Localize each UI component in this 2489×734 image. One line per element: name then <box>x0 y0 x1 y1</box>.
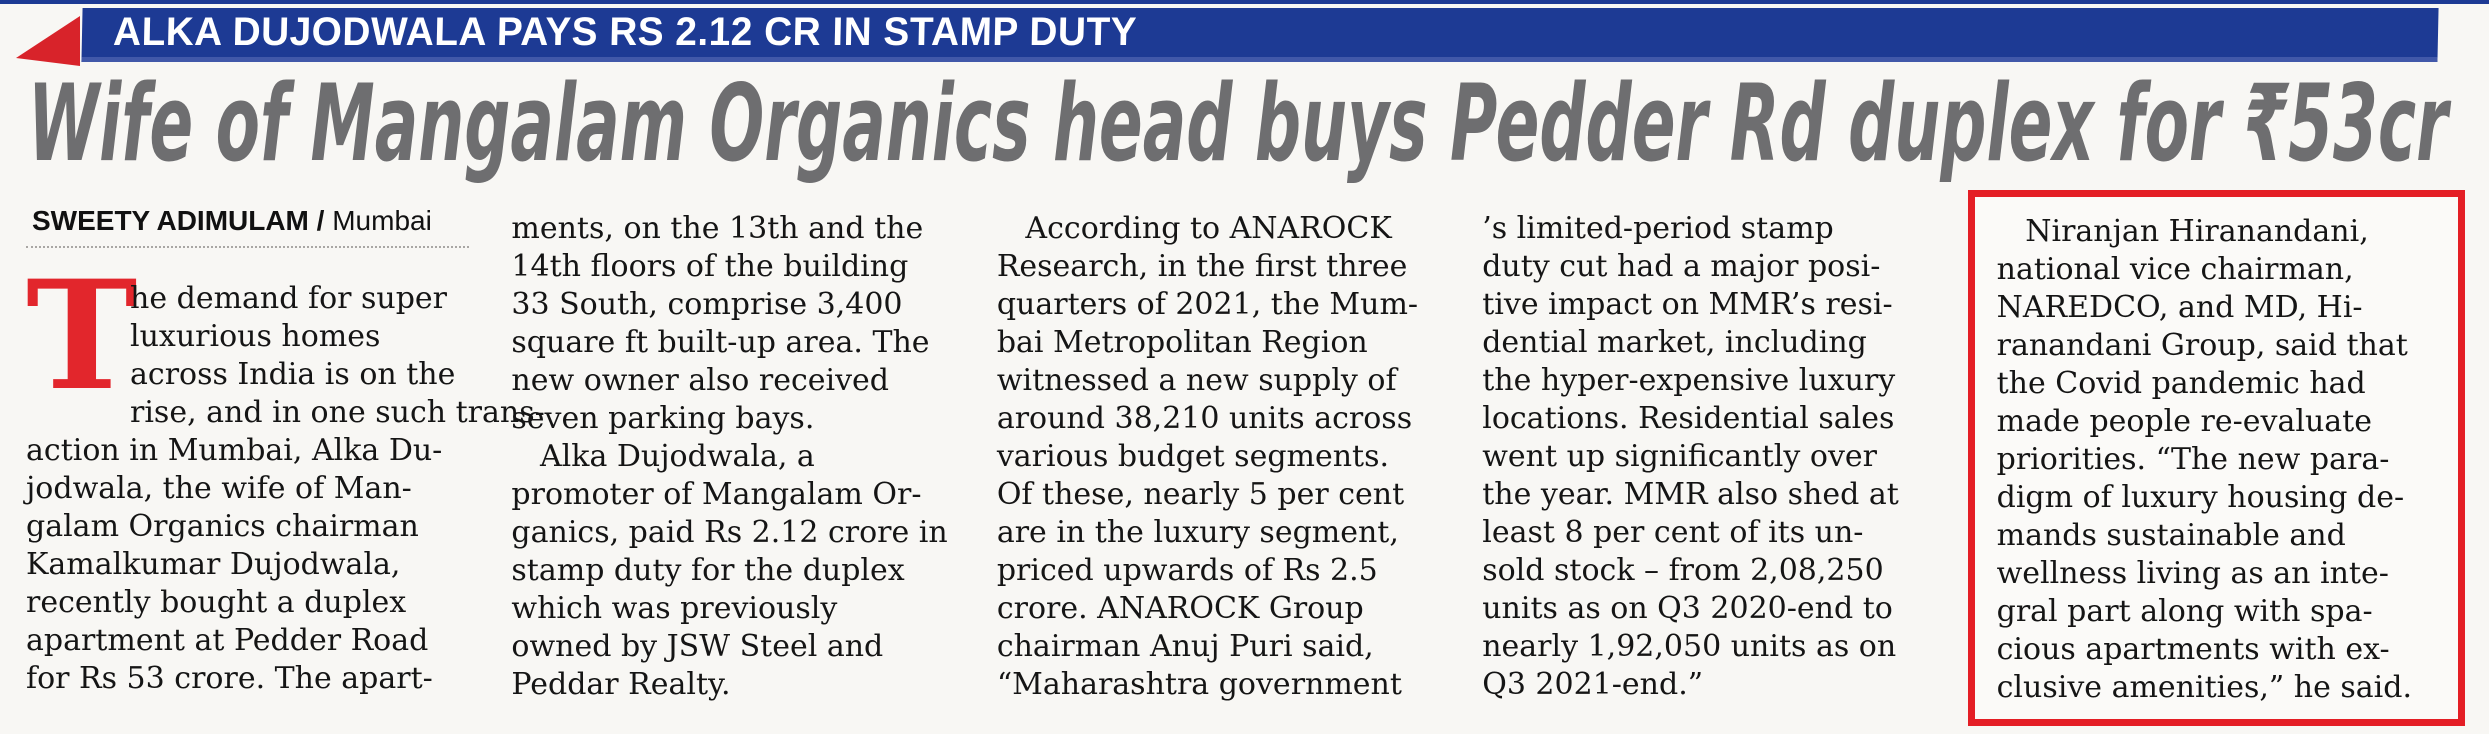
text-line: units as on Q3 2020-end to <box>1482 591 1893 626</box>
text-line: 33 South, comprise 3,400 <box>511 287 903 322</box>
text-line: ments, on the 13th and the <box>511 211 924 246</box>
text-line: made people re-evaluate <box>1996 404 2372 439</box>
byline-separator: / <box>308 205 333 236</box>
text-line: owned by JSW Steel and <box>511 629 884 664</box>
text-line: apartment at Pedder Road <box>26 623 429 658</box>
kicker-banner: ALKA DUJODWALA PAYS RS 2.12 CR IN STAMP … <box>81 8 2439 62</box>
text-line: 14th floors of the building <box>511 249 909 284</box>
text-line: cious apartments with ex- <box>1996 632 2390 667</box>
text-line: Alka Dujodwala, a <box>511 439 815 474</box>
column-text: According to ANAROCK Research, in the fir… <box>997 192 1440 704</box>
column-4: ’s limited-period stamp duty cut had a ma… <box>1482 192 1925 726</box>
text-line: national vice chairman, <box>1996 252 2354 287</box>
text-line: nearly 1,92,050 units as on <box>1482 629 1897 664</box>
text-line: digm of luxury housing de- <box>1996 480 2405 515</box>
highlighted-quote-box: Niranjan Hiranandani, national vice chair… <box>1967 190 2466 726</box>
text-line: for Rs 53 crore. The apart- <box>26 661 433 696</box>
text-line: Of these, nearly 5 per cent <box>996 477 1405 512</box>
headline: Wife of Mangalam Organics head buys Pedd… <box>28 62 2451 185</box>
text-line: which was previously <box>511 591 838 626</box>
text-line: witnessed a new supply of <box>996 363 1397 398</box>
text-line: locations. Residential sales <box>1482 401 1895 436</box>
column-text: Niranjan Hiranandani, national vice chair… <box>1997 213 2440 707</box>
text-line: promoter of Mangalam Or- <box>511 477 922 512</box>
text-line: across India is on the <box>130 357 456 392</box>
text-line: the year. MMR also shed at <box>1482 477 1899 512</box>
text-line: recently bought a duplex <box>26 585 407 620</box>
column-text: ments, on the 13th and the 14th floors of… <box>511 192 954 704</box>
text-line: ’s limited-period stamp <box>1482 211 1834 246</box>
text-line: Q3 2021-end.” <box>1482 667 1704 702</box>
text-line: duty cut had a major posi- <box>1482 249 1881 284</box>
text-line: clusive amenities,” he said. <box>1996 670 2413 705</box>
text-line: rise, and in one such trans- <box>130 395 545 430</box>
text-line: wellness living as an inte- <box>1996 556 2389 591</box>
column-1: SWEETY ADIMULAM / Mumbai T he demand for… <box>26 192 545 726</box>
text-line: went up significantly over <box>1482 439 1877 474</box>
text-line: square ft built-up area. The <box>511 325 930 360</box>
red-flag-icon <box>16 16 80 66</box>
text-line: sold stock – from 2,08,250 <box>1482 553 1884 588</box>
text-line: the hyper-expensive luxury <box>1482 363 1896 398</box>
text-line: luxurious homes <box>130 319 381 354</box>
column-3: According to ANAROCK Research, in the fir… <box>997 192 1440 726</box>
text-line: gral part along with spa- <box>1996 594 2373 629</box>
headline-text: Wife of Mangalam Organics head buys Pedd… <box>28 62 2451 185</box>
text-line: chairman Anuj Puri said, <box>996 629 1374 664</box>
text-line: According to ANAROCK <box>996 211 1392 246</box>
text-line: around 38,210 units across <box>996 401 1413 436</box>
text-line: mands sustainable and <box>1996 518 2346 553</box>
text-line: seven parking bays. <box>511 401 815 436</box>
text-line: Niranjan Hiranandani, <box>1996 214 2369 249</box>
column-text: ’s limited-period stamp duty cut had a ma… <box>1482 192 1925 704</box>
text-line: galam Organics chairman <box>26 509 419 544</box>
text-line: priced upwards of Rs 2.5 <box>996 553 1378 588</box>
text-line: crore. ANAROCK Group <box>996 591 1364 626</box>
text-line: quarters of 2021, the Mum- <box>996 287 1419 322</box>
byline: SWEETY ADIMULAM / Mumbai <box>26 192 470 248</box>
drop-cap: T <box>26 248 138 424</box>
text-line: Kamalkumar Dujodwala, <box>26 547 401 582</box>
column-2: ments, on the 13th and the 14th floors of… <box>511 192 954 726</box>
kicker-headline: ALKA DUJODWALA PAYS RS 2.12 CR IN STAMP … <box>112 10 1138 54</box>
text-line: ranandani Group, said that <box>1996 328 2408 363</box>
text-line: dential market, including <box>1482 325 1867 360</box>
top-rule <box>0 0 2489 4</box>
text-line: various budget segments. <box>996 439 1390 474</box>
text-line: are in the luxury segment, <box>996 515 1399 550</box>
byline-location: Mumbai <box>332 205 432 236</box>
text-line: Research, in the first three <box>996 249 1408 284</box>
text-line: Peddar Realty. <box>511 667 731 702</box>
text-line: action in Mumbai, Alka Du- <box>26 433 443 468</box>
text-line: least 8 per cent of its un- <box>1482 515 1864 550</box>
text-line: the Covid pandemic had <box>1996 366 2366 401</box>
byline-author: SWEETY ADIMULAM <box>32 205 309 236</box>
text-line: jodwala, the wife of Man- <box>26 471 412 506</box>
text-line: new owner also received <box>511 363 890 398</box>
text-line: tive impact on MMR’s resi- <box>1482 287 1893 322</box>
text-line: NAREDCO, and MD, Hi- <box>1996 290 2363 325</box>
text-line: he demand for super <box>130 281 448 316</box>
text-line: ganics, paid Rs 2.12 crore in <box>511 515 948 550</box>
text-line: bai Metropolitan Region <box>996 325 1368 360</box>
text-line: priorities. “The new para- <box>1996 442 2390 477</box>
column-text: he demand for super luxurious homes across… <box>26 280 545 698</box>
article-body: SWEETY ADIMULAM / Mumbai T he demand for… <box>26 190 2466 726</box>
lead-paragraph: T he demand for super luxurious homes acro… <box>26 248 545 698</box>
text-line: “Maharashtra government <box>996 667 1402 702</box>
text-line: stamp duty for the duplex <box>511 553 905 588</box>
